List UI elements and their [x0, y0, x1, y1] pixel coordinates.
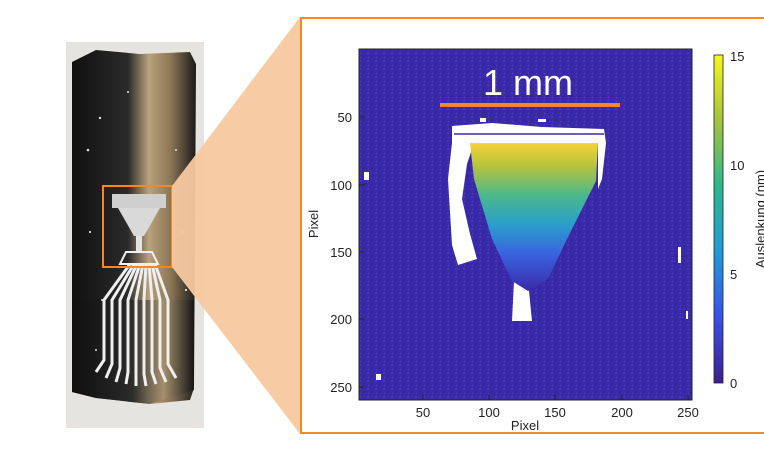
axes-frame	[358, 48, 693, 401]
colorbar-tick-label: 10	[730, 158, 744, 173]
x-tick-label: 250	[677, 405, 699, 420]
x-axis-ticks: 50 100 150 200 250	[416, 395, 699, 420]
y-tick-label: 50	[338, 110, 352, 125]
chip-specks	[86, 91, 188, 351]
colorbar-tick-label: 5	[730, 267, 737, 282]
sensor-chip-photo	[66, 42, 204, 428]
deflection-area	[470, 143, 598, 291]
conductor-traces	[94, 263, 178, 387]
colorbar	[713, 54, 724, 384]
deflection-map: 1 mm 50 100 150 200 250 Pixel	[306, 48, 764, 432]
colorbar-tick-label: 0	[730, 376, 737, 391]
colorbar-tick-label: 15	[730, 49, 744, 64]
y-tick-label: 150	[330, 245, 352, 260]
x-axis-label: Pixel	[511, 418, 539, 432]
y-axis-label: Pixel	[306, 210, 321, 238]
zoom-cone-shape	[172, 17, 300, 434]
membrane-structure	[112, 194, 166, 265]
x-tick-label: 100	[478, 405, 500, 420]
y-tick-label: 250	[330, 380, 352, 395]
masked-regions	[364, 118, 688, 380]
y-tick-label: 100	[330, 178, 352, 193]
y-tick-label: 200	[330, 312, 352, 327]
x-tick-label: 50	[416, 405, 430, 420]
scale-bar-label: 1 mm	[483, 62, 573, 103]
x-tick-label: 200	[611, 405, 633, 420]
y-axis-ticks: 50 100 150 200 250	[330, 110, 364, 395]
measurement-figure-panel: 1 mm 50 100 150 200 250 Pixel	[300, 17, 764, 434]
colorbar-label: Auslenkung (nm)	[753, 170, 764, 268]
x-tick-label: 150	[544, 405, 566, 420]
colorbar-ticks: 0 5 10 15	[730, 49, 744, 391]
